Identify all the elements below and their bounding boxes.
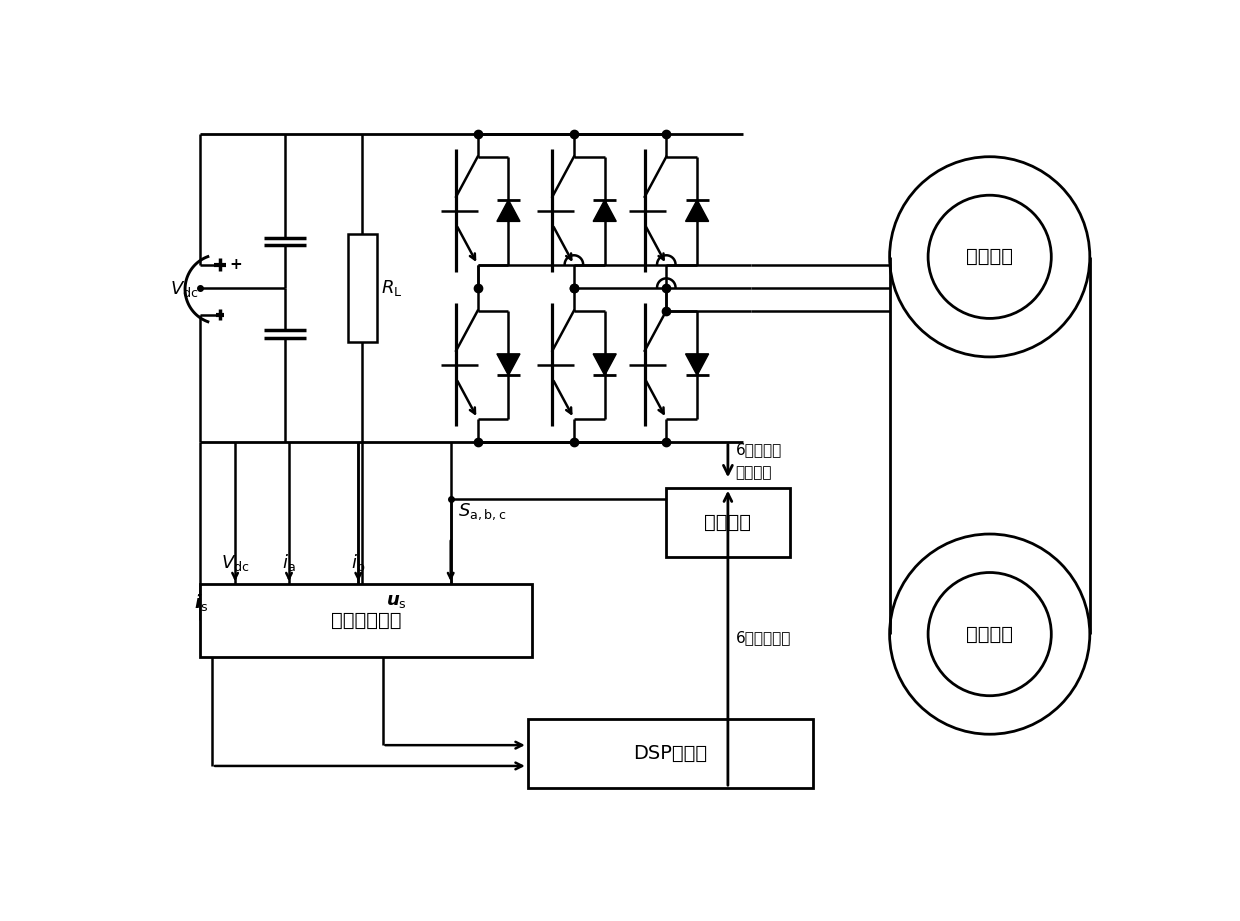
Text: 电压电流采样: 电压电流采样 — [331, 611, 402, 630]
Text: $R_{\rm L}$: $R_{\rm L}$ — [381, 277, 402, 297]
Bar — [528, 718, 812, 788]
Polygon shape — [497, 354, 520, 376]
Polygon shape — [593, 354, 616, 376]
Text: $i_{\rm a}$: $i_{\rm a}$ — [283, 552, 296, 573]
Text: $V_{\rm dc}$: $V_{\rm dc}$ — [221, 553, 249, 573]
Text: $i_{\rm b}$: $i_{\rm b}$ — [351, 552, 366, 573]
Text: $V_{\rm dc}$: $V_{\rm dc}$ — [170, 279, 198, 299]
Text: 6路逆变器: 6路逆变器 — [735, 442, 782, 457]
Bar — [347, 234, 377, 342]
Text: 永磁电机: 永磁电机 — [966, 248, 1013, 266]
Text: $\boldsymbol{i}_{\rm s}$: $\boldsymbol{i}_{\rm s}$ — [193, 592, 208, 612]
Polygon shape — [593, 200, 616, 221]
Polygon shape — [686, 200, 708, 221]
Text: 燃气轮机: 燃气轮机 — [966, 624, 1013, 644]
Text: 6路开关信号: 6路开关信号 — [735, 631, 791, 646]
Text: +: + — [229, 257, 242, 272]
Text: DSP控制器: DSP控制器 — [634, 744, 707, 763]
Bar — [666, 488, 790, 557]
Text: 驱动脉冲: 驱动脉冲 — [735, 465, 773, 480]
Bar — [201, 584, 532, 658]
Text: $S_{\rm a,b,c}$: $S_{\rm a,b,c}$ — [459, 502, 507, 522]
Polygon shape — [497, 200, 520, 221]
Text: 驱动电路: 驱动电路 — [704, 513, 751, 532]
Text: $\boldsymbol{u}_{\rm s}$: $\boldsymbol{u}_{\rm s}$ — [387, 592, 408, 610]
Polygon shape — [686, 354, 708, 376]
